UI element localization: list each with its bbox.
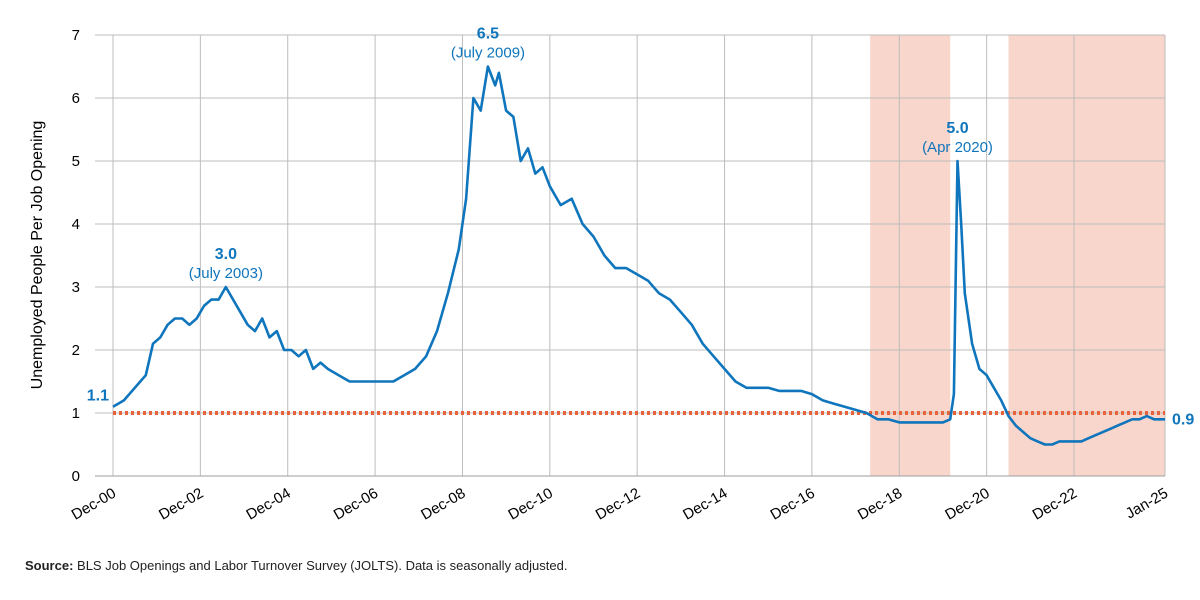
x-tick-label: Dec-12 xyxy=(593,485,643,524)
x-tick-label: Dec-04 xyxy=(243,485,293,524)
y-tick-label: 5 xyxy=(72,153,80,170)
annotation-date: (July 2003) xyxy=(189,265,263,282)
x-tick-label: Dec-08 xyxy=(418,485,468,524)
source-note: Source: BLS Job Openings and Labor Turno… xyxy=(25,558,567,573)
y-tick-label: 3 xyxy=(72,279,80,296)
x-tick-label: Dec-02 xyxy=(156,485,206,524)
end-value-label: 0.9 xyxy=(1172,411,1194,428)
annotation-value: 6.5 xyxy=(477,26,499,43)
y-tick-label: 4 xyxy=(72,216,80,233)
x-tick-label: Dec-20 xyxy=(942,485,992,524)
source-label: Source: xyxy=(25,558,74,573)
annotation-date: (Apr 2020) xyxy=(922,139,993,156)
annotation-value: 5.0 xyxy=(946,120,968,137)
source-text: BLS Job Openings and Labor Turnover Surv… xyxy=(77,558,568,573)
x-tick-label: Dec-10 xyxy=(505,485,555,524)
shaded-period xyxy=(1008,35,1165,476)
series-layer xyxy=(112,65,1165,446)
y-tick-label: 2 xyxy=(72,342,80,359)
y-tick-label: 7 xyxy=(72,27,80,44)
annotation-value: 3.0 xyxy=(215,246,237,263)
annotation-date: (July 2009) xyxy=(451,45,525,62)
x-tick-label: Dec-16 xyxy=(768,485,818,524)
annotations: 3.0 (July 2003) 6.5 (July 2009) 5.0 (Apr 2020… xyxy=(87,26,1195,429)
x-tick-label: Dec-18 xyxy=(855,485,905,524)
shaded-period xyxy=(870,35,951,476)
x-tick-label: Dec-06 xyxy=(331,485,381,524)
x-tick-label: Dec-00 xyxy=(69,485,119,524)
y-axis-ticks: 0 1 2 3 4 5 6 7 xyxy=(72,27,80,485)
y-axis-label: Unemployed People Per Job Opening xyxy=(29,121,46,390)
series-line xyxy=(112,65,1165,446)
x-tick-label: Dec-14 xyxy=(680,485,730,524)
start-value-label: 1.1 xyxy=(87,388,109,405)
y-tick-label: 1 xyxy=(72,405,80,422)
y-tick-label: 6 xyxy=(72,90,80,107)
grid xyxy=(95,34,1166,477)
x-tick-label: Dec-22 xyxy=(1030,485,1080,524)
shaded-periods xyxy=(870,35,1165,476)
y-tick-label: 0 xyxy=(72,468,80,485)
x-axis-ticks: Dec-00 Dec-02 Dec-04 Dec-06 Dec-08 Dec-10 Dec-… xyxy=(69,485,1171,524)
x-tick-label: Jan-25 xyxy=(1123,485,1171,523)
